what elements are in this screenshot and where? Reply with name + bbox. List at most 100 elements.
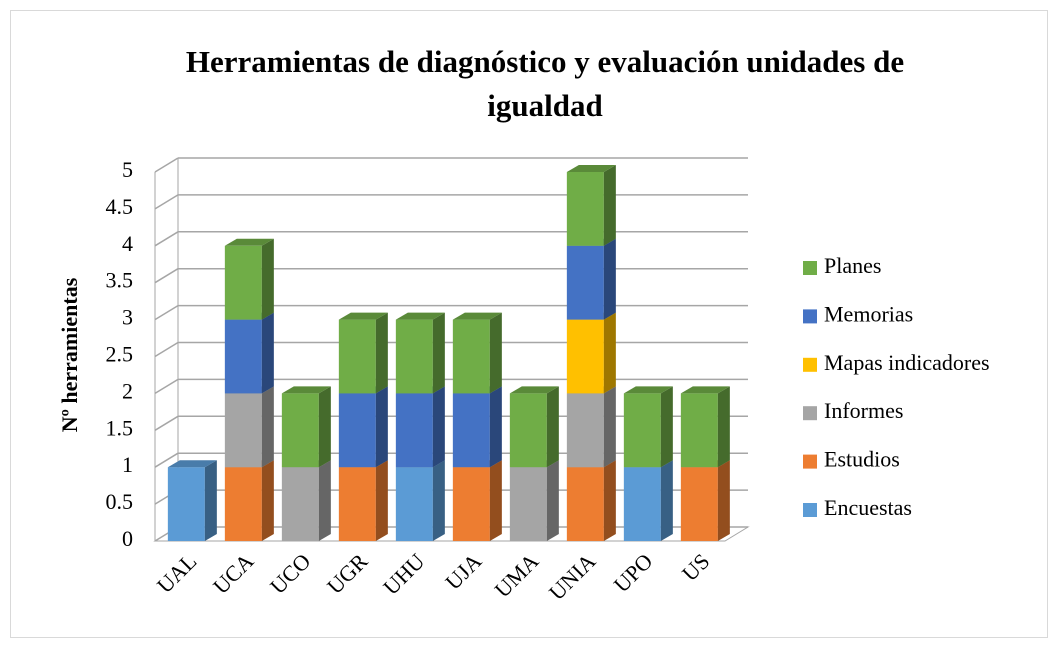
bar-segment-top — [281, 386, 331, 394]
bar-segment-side — [717, 386, 730, 468]
bar-segment — [452, 467, 490, 541]
legend-label: Planes — [824, 253, 881, 278]
bar-segment-top — [509, 386, 559, 394]
x-tick-label: UCO — [265, 548, 316, 599]
bar-segment-side — [318, 386, 331, 468]
legend-swatch — [803, 406, 817, 421]
bar-segment — [566, 467, 604, 541]
grid-line-side — [154, 304, 179, 321]
grid-line-side — [154, 157, 179, 173]
bar-segment — [338, 393, 376, 468]
legend-swatch — [803, 309, 817, 324]
bar-segment-top — [338, 312, 388, 320]
bar-segment — [680, 467, 718, 541]
bar-segment-top — [680, 386, 730, 394]
x-tick-label: UMA — [489, 548, 543, 602]
bar-segment-side — [546, 460, 559, 541]
x-tick-label: UCA — [208, 548, 259, 599]
bar-segment-side — [489, 312, 502, 394]
x-tick-label: UHU — [378, 548, 429, 599]
grid-line-side — [154, 452, 179, 468]
y-tick-label: 2 — [122, 378, 133, 403]
bar-segment-side — [603, 165, 616, 246]
x-tick-label: UAL — [152, 548, 202, 598]
legend-label: Estudios — [824, 447, 900, 472]
bar-segment — [224, 393, 262, 468]
y-tick-label: 5 — [122, 157, 133, 182]
legend-swatch — [803, 503, 817, 517]
bar-segment — [281, 467, 319, 541]
chart-frame — [10, 10, 1048, 638]
grid-line-side — [154, 231, 179, 247]
bar-segment-side — [489, 386, 502, 468]
bar-segment-side — [261, 312, 274, 394]
bar-segment — [338, 467, 376, 541]
x-tick-label: UJA — [440, 548, 486, 594]
legend-label: Memorias — [824, 301, 913, 326]
bar-segment-side — [432, 386, 445, 468]
bar-segment-side — [603, 238, 616, 320]
bar-segment-side — [660, 460, 673, 541]
bar-segment-side — [375, 312, 388, 394]
grid-line-side — [154, 415, 179, 431]
x-tick-label: UNIA — [544, 548, 601, 605]
bar-segment-side — [261, 386, 274, 468]
legend-label: Encuestas — [824, 495, 912, 520]
bar-segment — [452, 393, 490, 468]
bar-segment — [224, 319, 262, 394]
legend-label: Mapas indicadores — [824, 350, 990, 375]
grid-line-side — [154, 341, 179, 358]
bar-segment — [566, 319, 604, 394]
bar-segment-side — [432, 312, 445, 394]
bar-segment — [224, 245, 262, 320]
bar-segment-top — [566, 165, 616, 172]
bar-segment-side — [489, 460, 502, 541]
bar-segment-side — [261, 460, 274, 541]
bar-segment — [623, 467, 661, 541]
bar-segment-side — [375, 386, 388, 468]
bar-segment — [509, 393, 547, 468]
y-tick-label: 0.5 — [106, 489, 134, 514]
y-tick-label: 4.5 — [106, 194, 134, 219]
grid-line-side — [154, 378, 179, 395]
y-tick-label: 3 — [122, 305, 133, 330]
y-axis-title: Nº herramientas — [57, 277, 82, 432]
bar-segment — [566, 245, 604, 320]
bar-segment-side — [603, 312, 616, 394]
bar-segment-side — [717, 460, 730, 541]
bar-segment — [395, 319, 433, 394]
bar-segment — [395, 393, 433, 468]
bar-segment-side — [432, 460, 445, 541]
x-tick-label: UGR — [322, 548, 373, 599]
bar-segment-top — [452, 312, 502, 320]
bar-segment — [566, 393, 604, 468]
bar-segment-side — [603, 460, 616, 541]
legend-label: Informes — [824, 398, 903, 423]
chart-title: Herramientas de diagnóstico y evaluación… — [185, 44, 905, 123]
bar-segment-side — [603, 386, 616, 468]
bar-segment — [452, 319, 490, 394]
bar-segment — [338, 319, 376, 394]
bar-segment — [167, 467, 205, 541]
bar-segment — [680, 393, 718, 468]
legend-swatch — [803, 357, 817, 372]
legend-swatch — [803, 261, 817, 275]
y-tick-label: 2.5 — [106, 342, 134, 367]
y-tick-label: 0 — [122, 526, 133, 551]
bar-segment-side — [375, 460, 388, 541]
y-tick-label: 1.5 — [106, 415, 134, 440]
bar-segment — [395, 467, 433, 541]
bar-segment — [224, 467, 262, 541]
bar-segment — [281, 393, 319, 468]
bar-segment-side — [318, 460, 331, 541]
bar-segment — [566, 172, 604, 246]
bar-segment — [509, 467, 547, 541]
y-tick-label: 3.5 — [106, 268, 134, 293]
grid-line-side — [154, 268, 179, 284]
grid-line-side — [154, 194, 179, 210]
legend-swatch — [803, 454, 817, 469]
bar-segment-top — [395, 312, 445, 320]
y-tick-label: 1 — [122, 452, 133, 477]
x-tick-label: UPO — [609, 548, 658, 597]
